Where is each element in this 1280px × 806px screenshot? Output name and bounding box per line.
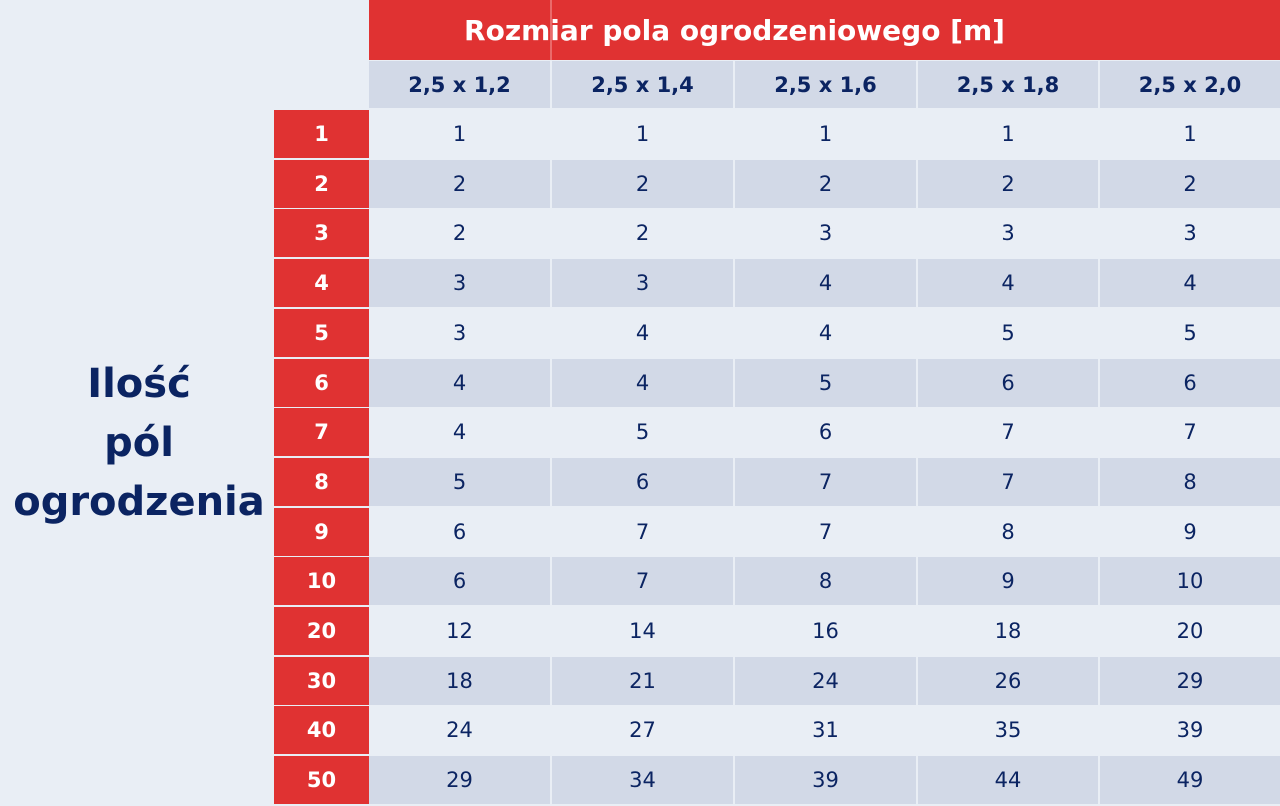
- row-axis-label-line-3: ogrodzenia: [13, 479, 265, 525]
- table-cell: 4: [735, 309, 916, 357]
- table-cell: 7: [735, 458, 916, 506]
- table-cell: 29: [1100, 657, 1280, 705]
- row-header: 7: [274, 408, 369, 456]
- row-header: 2: [274, 160, 369, 208]
- table-cell: 1: [369, 110, 550, 158]
- table-cell: 16: [735, 607, 916, 655]
- table-cell: 2: [735, 160, 916, 208]
- row-axis-label-line-2: pól: [104, 420, 174, 466]
- table-cell: 6: [369, 508, 550, 556]
- table-cell: 39: [1100, 706, 1280, 754]
- table-cell: 10: [1100, 557, 1280, 605]
- table-cell: 6: [369, 557, 550, 605]
- table-cell: 5: [918, 309, 1098, 357]
- table-cell: 4: [552, 359, 733, 407]
- table-cell: 3: [369, 309, 550, 357]
- column-header: 2,5 x 1,8: [918, 61, 1098, 108]
- table-cell: 8: [1100, 458, 1280, 506]
- table-cell: 26: [918, 657, 1098, 705]
- table-cell: 49: [1100, 756, 1280, 804]
- table-cell: 5: [735, 359, 916, 407]
- table-cell: 4: [369, 359, 550, 407]
- table-cell: 6: [918, 359, 1098, 407]
- column-header: 2,5 x 2,0: [1100, 61, 1280, 108]
- table-cell: 8: [918, 508, 1098, 556]
- table-cell: 4: [918, 259, 1098, 307]
- table-cell: 34: [552, 756, 733, 804]
- row-header: 5: [274, 309, 369, 357]
- table-cell: 18: [369, 657, 550, 705]
- row-header: 3: [274, 209, 369, 257]
- row-header: 9: [274, 508, 369, 556]
- table-cell: 1: [1100, 110, 1280, 158]
- table-cell: 2: [552, 209, 733, 257]
- table-cell: 7: [1100, 408, 1280, 456]
- table-cell: 3: [552, 259, 733, 307]
- row-header: 8: [274, 458, 369, 506]
- table-cell: 21: [552, 657, 733, 705]
- table-cell: 4: [552, 309, 733, 357]
- table-cell: 27: [552, 706, 733, 754]
- table-cell: 6: [552, 458, 733, 506]
- table-cell: 5: [1100, 309, 1280, 357]
- table-cell: 12: [369, 607, 550, 655]
- table-cell: 35: [918, 706, 1098, 754]
- table-cell: 4: [735, 259, 916, 307]
- table-cell: 1: [552, 110, 733, 158]
- table-cell: 3: [369, 259, 550, 307]
- table-cell: 5: [552, 408, 733, 456]
- table-cell: 1: [918, 110, 1098, 158]
- table-cell: 7: [552, 557, 733, 605]
- table-cell: 31: [735, 706, 916, 754]
- table-cell: 14: [552, 607, 733, 655]
- table-cell: 9: [918, 557, 1098, 605]
- table-cell: 2: [369, 160, 550, 208]
- column-header: 2,5 x 1,6: [735, 61, 916, 108]
- table-cell: 3: [918, 209, 1098, 257]
- table-title: Rozmiar pola ogrodzeniowego [m]: [369, 0, 1280, 60]
- table-cell: 29: [369, 756, 550, 804]
- table-cell: 2: [369, 209, 550, 257]
- table-cell: 2: [552, 160, 733, 208]
- column-header: 2,5 x 1,4: [552, 61, 733, 108]
- column-header: 2,5 x 1,2: [369, 61, 550, 108]
- table-cell: 3: [735, 209, 916, 257]
- row-header: 20: [274, 607, 369, 655]
- table-cell: 6: [1100, 359, 1280, 407]
- row-header: 30: [274, 657, 369, 705]
- row-header: 6: [274, 359, 369, 407]
- table-cell: 4: [369, 408, 550, 456]
- row-header: 4: [274, 259, 369, 307]
- row-header: 1: [274, 110, 369, 158]
- table-cell: 24: [735, 657, 916, 705]
- table-cell: 4: [1100, 259, 1280, 307]
- table-cell: 7: [918, 408, 1098, 456]
- row-axis-label-line-1: Ilość: [87, 361, 191, 407]
- table-cell: 24: [369, 706, 550, 754]
- table-cell: 8: [735, 557, 916, 605]
- table-cell: 5: [369, 458, 550, 506]
- table-cell: 7: [918, 458, 1098, 506]
- table-cell: 7: [552, 508, 733, 556]
- row-header: 50: [274, 756, 369, 804]
- title-divider: [550, 0, 552, 60]
- table-cell: 9: [1100, 508, 1280, 556]
- table-cell: 1: [735, 110, 916, 158]
- table-cell: 2: [1100, 160, 1280, 208]
- row-header: 10: [274, 557, 369, 605]
- row-header: 40: [274, 706, 369, 754]
- table-cell: 39: [735, 756, 916, 804]
- table-title-text: Rozmiar pola ogrodzeniowego [m]: [464, 13, 1005, 47]
- table-cell: 7: [735, 508, 916, 556]
- row-axis-label: Ilość pól ogrodzenia: [0, 355, 278, 532]
- table-cell: 3: [1100, 209, 1280, 257]
- table-cell: 6: [735, 408, 916, 456]
- table-cell: 44: [918, 756, 1098, 804]
- table-cell: 2: [918, 160, 1098, 208]
- table-cell: 20: [1100, 607, 1280, 655]
- table-cell: 18: [918, 607, 1098, 655]
